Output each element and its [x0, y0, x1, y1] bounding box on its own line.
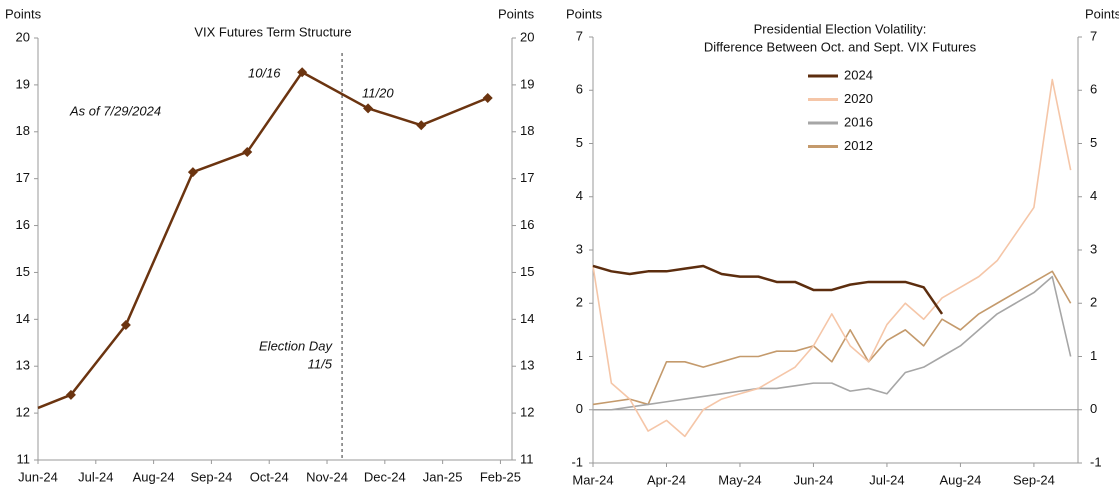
y-tick-label: 7	[576, 28, 583, 43]
legend-label: 2016	[844, 114, 873, 129]
x-tick-label: Nov-24	[306, 469, 348, 484]
y-axis-label: Points	[5, 6, 42, 21]
chart-title: VIX Futures Term Structure	[194, 24, 351, 39]
marker	[416, 120, 427, 131]
y-tick-label: 6	[576, 82, 583, 97]
y-tick-label: 2	[576, 295, 583, 310]
y-tick-label: 3	[576, 241, 583, 256]
x-tick-label: Jan-25	[423, 469, 463, 484]
series-line	[592, 270, 1072, 406]
y-tick-label: 20	[16, 29, 30, 44]
y2-tick-label: 0	[1090, 401, 1097, 416]
y-tick-label: 4	[576, 188, 583, 203]
marker	[363, 103, 374, 114]
x-tick-label: Mar-24	[572, 472, 613, 487]
x-tick-label: Jul-24	[869, 472, 904, 487]
x-tick-label: Oct-24	[250, 469, 289, 484]
y-tick-label: 12	[16, 405, 30, 420]
x-tick-label: Jul-24	[78, 469, 113, 484]
y2-axis-label: Points	[1085, 6, 1119, 21]
y-tick-label: 16	[16, 217, 30, 232]
y-tick-label: 1	[576, 348, 583, 363]
y-tick-label: 11	[17, 451, 31, 466]
marker	[482, 93, 493, 104]
y2-tick-label: 20	[520, 29, 534, 44]
y-tick-label: -1	[571, 454, 583, 469]
y2-tick-label: 1	[1090, 348, 1097, 363]
x-tick-label: Jun-24	[18, 469, 58, 484]
annotation: 11/20	[362, 85, 394, 100]
x-tick-label: May-24	[718, 472, 761, 487]
y2-tick-label: 13	[520, 358, 534, 373]
x-tick-label: Sep-24	[1013, 472, 1055, 487]
y2-tick-label: 18	[520, 123, 534, 138]
marker	[120, 319, 131, 330]
chart-title: Difference Between Oct. and Sept. VIX Fu…	[704, 39, 977, 54]
annotation: 11/5	[308, 356, 333, 371]
series-line	[593, 275, 1072, 411]
legend-label: 2020	[844, 91, 873, 106]
annotation: 10/16	[248, 65, 281, 80]
y-tick-label: 0	[576, 401, 583, 416]
y-tick-label: 19	[16, 76, 30, 91]
annotation: Election Day	[259, 338, 333, 353]
y2-tick-label: 19	[520, 76, 534, 91]
marker	[65, 389, 76, 400]
y2-tick-label: 6	[1090, 82, 1097, 97]
y2-axis-label: Points	[498, 6, 535, 21]
y2-tick-label: 11	[520, 451, 534, 466]
annotation: As of 7/29/2024	[69, 103, 161, 118]
legend-label: 2024	[844, 67, 873, 82]
x-tick-label: Feb-25	[480, 469, 521, 484]
x-tick-label: Aug-24	[133, 469, 175, 484]
y-tick-label: 17	[16, 170, 30, 185]
y-tick-label: 5	[576, 135, 583, 150]
legend-label: 2012	[844, 138, 873, 153]
x-tick-label: Dec-24	[364, 469, 406, 484]
y-tick-label: 15	[16, 264, 30, 279]
x-tick-label: Jun-24	[794, 472, 834, 487]
marker	[242, 146, 253, 157]
y2-tick-label: 15	[520, 264, 534, 279]
y2-tick-label: 14	[520, 311, 534, 326]
y-axis-label: Points	[566, 6, 603, 21]
x-tick-label: Apr-24	[647, 472, 686, 487]
y2-tick-label: 12	[520, 405, 534, 420]
y2-tick-label: 16	[520, 217, 534, 232]
x-tick-label: Aug-24	[939, 472, 981, 487]
y2-tick-label: 4	[1090, 188, 1097, 203]
y-tick-label: 14	[16, 311, 30, 326]
series-line	[592, 78, 1072, 438]
y2-tick-label: 3	[1090, 241, 1097, 256]
y2-tick-label: -1	[1090, 454, 1102, 469]
y2-tick-label: 2	[1090, 295, 1097, 310]
y2-tick-label: 7	[1090, 28, 1097, 43]
x-tick-label: Sep-24	[190, 469, 232, 484]
marker	[297, 67, 308, 78]
chart-title: Presidential Election Volatility:	[754, 21, 927, 36]
y2-tick-label: 5	[1090, 135, 1097, 150]
series-line	[592, 264, 944, 315]
y2-tick-label: 17	[520, 170, 534, 185]
y-tick-label: 18	[16, 123, 30, 138]
marker	[187, 167, 198, 178]
y-tick-label: 13	[16, 358, 30, 373]
